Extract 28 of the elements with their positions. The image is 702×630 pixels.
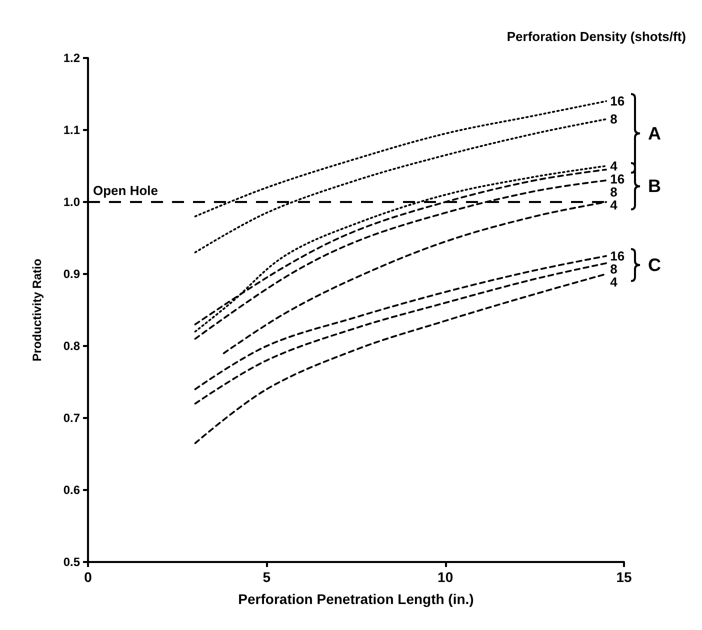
y-tick-label: 0.7 <box>63 411 80 425</box>
series-label: 4 <box>610 198 618 212</box>
y-axis-title: Productivity Ratio <box>30 258 44 362</box>
series-label: 4 <box>610 274 618 290</box>
series-label: 16 <box>610 248 625 264</box>
y-tick-label: 1.1 <box>63 123 80 137</box>
text: B <box>648 176 661 196</box>
series-label: 4 <box>610 158 618 174</box>
text: A <box>648 124 661 144</box>
y-tick-label: 1.2 <box>63 51 80 65</box>
legend-title: Perforation Density (shots/ft) <box>506 29 686 44</box>
text: C <box>648 255 661 275</box>
series-label: 8 <box>610 184 618 200</box>
x-tick-label: 0 <box>84 569 92 585</box>
x-axis-title: Perforation Penetration Length (in.) <box>238 591 474 607</box>
series-label: 8 <box>610 262 618 276</box>
series-label: 16 <box>610 94 625 109</box>
y-tick-label: 0.9 <box>63 267 80 281</box>
y-tick-label: 0.6 <box>63 483 80 497</box>
y-tick-label: 0.5 <box>63 555 80 569</box>
y-tick-label: 0.8 <box>63 339 80 353</box>
x-tick-label: 15 <box>616 569 632 585</box>
series-label: 8 <box>610 112 618 127</box>
series-label: 16 <box>610 172 625 186</box>
ref-line-label: Open Hole <box>93 183 158 198</box>
x-tick-label: 10 <box>438 569 454 585</box>
y-tick-label: 1.0 <box>63 195 80 209</box>
x-tick-label: 5 <box>262 569 271 585</box>
